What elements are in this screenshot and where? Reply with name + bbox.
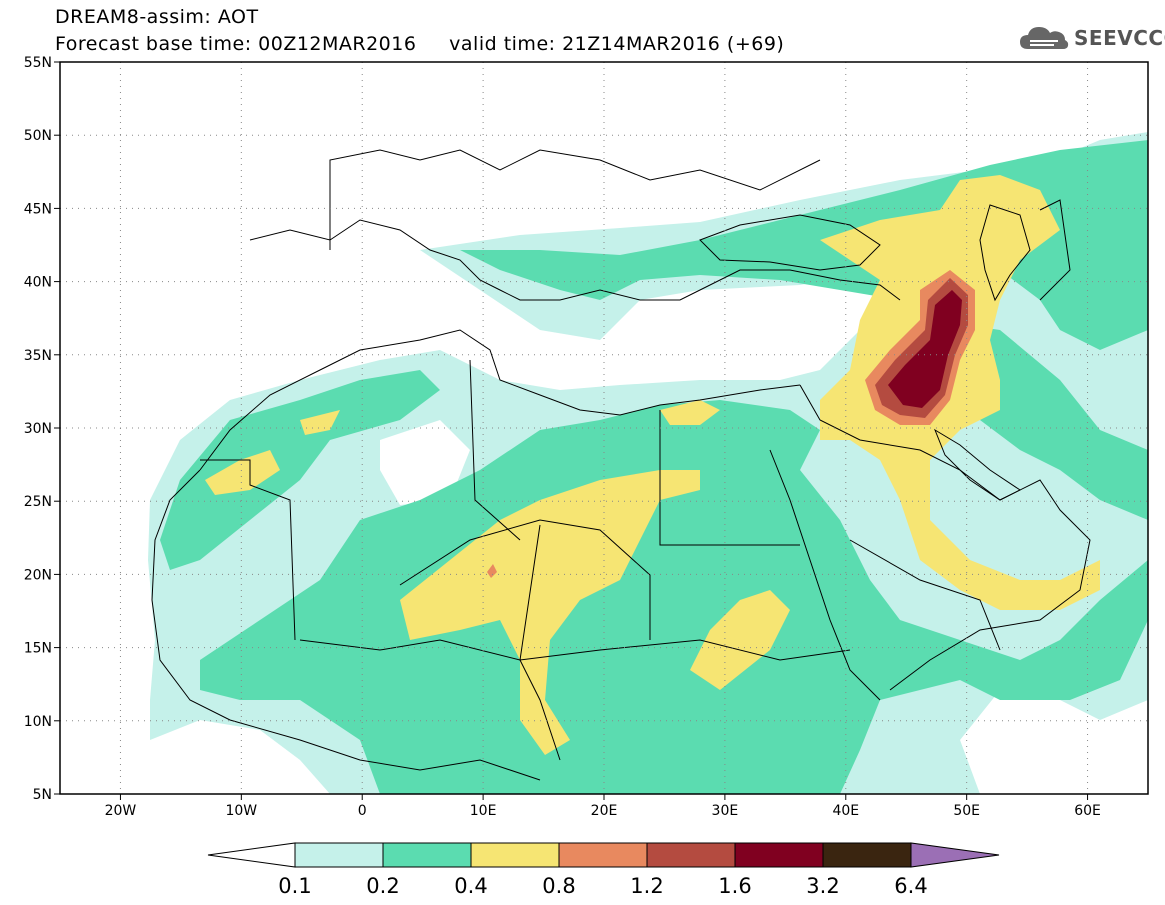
colorbar-swatch (382, 842, 472, 868)
colorbar-over-arrow (910, 842, 1000, 868)
coastline-europe (249, 219, 901, 301)
aot-level-0-2-region (200, 400, 1148, 794)
lon-tick-label: 60E (1074, 803, 1101, 819)
colorbar-level-label: 1.6 (718, 874, 751, 898)
lat-tick-label: 55N (24, 55, 52, 71)
lon-tick-label: 30E (712, 803, 739, 819)
aot-level-1-6-region (888, 290, 962, 408)
lat-tick-label: 10N (24, 714, 52, 730)
aot-level-0-4-region (400, 470, 700, 755)
lat-tick-label: 35N (24, 348, 52, 364)
colorbar-level-label: 0.8 (542, 874, 575, 898)
lat-tick-label: 5N (33, 787, 52, 803)
lon-tick-label: 40E (832, 803, 859, 819)
colorbar-swatch (646, 842, 736, 868)
aot-contours (148, 132, 1148, 794)
coastline-caspian (979, 204, 1031, 302)
lat-tick-label: 15N (24, 641, 52, 657)
border (299, 639, 851, 661)
aot-level-0-4-region (660, 400, 720, 425)
colorbar-level-label: 0.4 (454, 874, 487, 898)
lat-tick-label: 45N (24, 201, 52, 217)
lat-tick-label: 30N (24, 421, 52, 437)
border (519, 524, 561, 761)
colorbar-level-label: 0.2 (366, 874, 399, 898)
lon-tick-label: 50E (953, 803, 980, 819)
border (469, 359, 521, 541)
coastline-west-africa (151, 469, 541, 781)
colorbar-swatch (294, 842, 384, 868)
aot-level-0-4-region (820, 175, 1100, 610)
coastlines (151, 149, 1091, 781)
cloud-logo-icon (1020, 27, 1069, 49)
coastline-black-sea (699, 214, 881, 271)
coastline-gulf (933, 428, 1021, 501)
lat-tick-label: 40N (24, 275, 52, 291)
lat-tick-label: 20N (24, 567, 52, 583)
border (659, 410, 800, 546)
map-title: DREAM8-assim: AOT (55, 6, 259, 28)
lon-tick-label: 0 (358, 803, 367, 819)
colorbar-swatch (822, 842, 912, 868)
clear-pocket (380, 420, 470, 505)
colorbar-level-label: 6.4 (894, 874, 927, 898)
colorbar: 0.1 0.2 0.4 0.8 1.2 1.6 3.2 6.4 (207, 842, 1000, 898)
colorbar-swatch (558, 842, 648, 868)
aot-level-0-4-region (690, 590, 790, 690)
clear-pocket (960, 690, 1148, 794)
border (329, 149, 821, 250)
colorbar-swatch (470, 842, 560, 868)
logo: SEEVCCC (1018, 22, 1165, 54)
colorbar-level-label: 1.2 (630, 874, 663, 898)
aot-level-0-4-region (205, 450, 280, 495)
valid-time-label: valid time: 21Z14MAR2016 (+69) (449, 33, 785, 55)
colorbar-swatch (734, 842, 824, 868)
lon-tick-label: 20E (591, 803, 618, 819)
lat-tick-label: 50N (24, 128, 52, 144)
colorbar-under-arrow (207, 842, 296, 868)
base-time-label: Forecast base time: 00Z12MAR2016 (55, 33, 417, 55)
lon-tick-label: 10W (225, 803, 257, 819)
aot-level-0-2-region (160, 370, 440, 570)
coastline-arabia (799, 384, 1091, 691)
longitude-axis: 20W 10W 0 10E 20E 30E 40E 50E 60E (105, 794, 1101, 819)
border (399, 519, 651, 640)
coastline-red-sea (769, 449, 881, 701)
lat-tick-label: 25N (24, 494, 52, 510)
border (1039, 199, 1071, 301)
aot-level-0-8-region (487, 564, 497, 578)
colorbar-level-label: 0.1 (278, 874, 311, 898)
clear-pocket (150, 720, 330, 794)
lon-tick-label: 10E (470, 803, 497, 819)
latitude-axis: 55N 50N 45N 40N 35N 30N 25N 20N 15N 10N 5N (24, 55, 60, 803)
colorbar-level-label: 3.2 (806, 874, 839, 898)
lat-lon-grid (60, 62, 1148, 794)
coastline-north-africa (199, 329, 801, 471)
aot-level-0-4-region (300, 410, 340, 435)
time-info: Forecast base time: 00Z12MAR2016 valid t… (55, 33, 784, 55)
border (200, 459, 296, 641)
logo-text: SEEVCCC (1074, 26, 1165, 50)
lon-tick-label: 20W (105, 803, 137, 819)
border (849, 539, 1001, 651)
